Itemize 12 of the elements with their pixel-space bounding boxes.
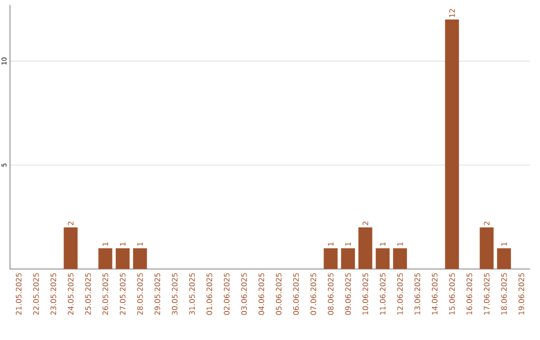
bar [376,248,390,269]
bar [445,20,459,269]
bar [497,248,511,269]
bar [480,227,494,269]
bar [358,227,372,269]
bar [98,248,112,269]
bar [133,248,147,269]
bar [324,248,338,269]
bar [116,248,130,269]
bar [393,248,407,269]
bar [341,248,355,269]
bar [64,227,78,269]
